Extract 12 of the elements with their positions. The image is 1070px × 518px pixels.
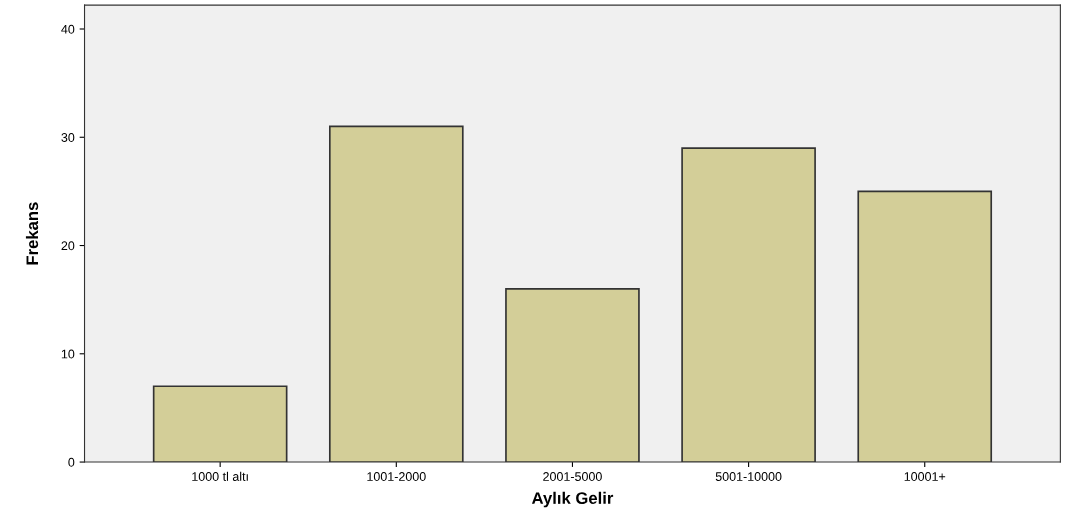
x-tick-label: 1001-2000 (367, 472, 426, 481)
x-tick-label: 2001-5000 (543, 472, 602, 481)
y-tick-label: 30 (61, 133, 75, 142)
y-tick-label: 10 (61, 349, 75, 359)
y-axis-title: Frekans (25, 202, 39, 265)
x-axis-title: Aylık Gelir (531, 491, 614, 508)
x-tick-label: 1000 tl altı (192, 471, 248, 481)
y-tick-label: 0 (68, 457, 75, 467)
y-tick-label: 20 (61, 241, 75, 251)
x-tick-label: 10001+ (904, 472, 946, 481)
y-tick-label: 40 (61, 24, 75, 34)
x-tick-label: 5001-10000 (715, 472, 782, 481)
